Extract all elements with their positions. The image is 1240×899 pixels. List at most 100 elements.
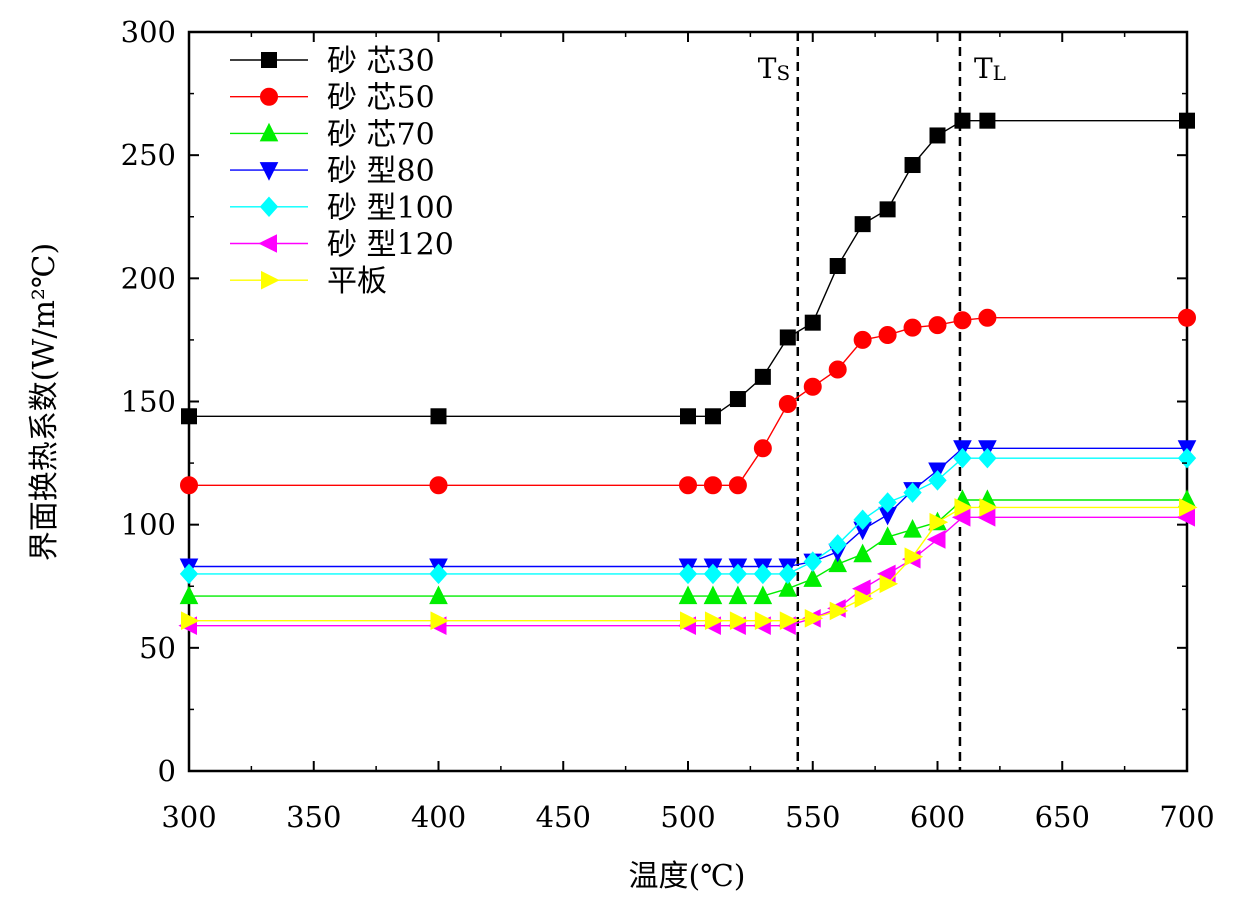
series-line (189, 499, 1187, 597)
data-point (181, 408, 197, 425)
data-point (829, 601, 849, 621)
data-point (429, 476, 448, 495)
legend-marker (261, 270, 280, 290)
x-tick-label: 350 (286, 800, 341, 834)
legend-marker (259, 196, 279, 218)
data-point (854, 216, 871, 233)
legend-marker (258, 234, 277, 253)
data-point (903, 318, 922, 337)
data-point (804, 314, 821, 331)
data-point (728, 476, 747, 495)
data-point (778, 394, 797, 413)
y-axis-title: 界面换热系数(W/m²℃) (27, 243, 62, 561)
data-point (704, 408, 721, 425)
legend-label: 砂 芯70 (327, 117, 435, 152)
legend-item-7: 平板 (230, 264, 387, 299)
data-point (729, 611, 749, 631)
data-point (828, 534, 847, 555)
data-point (180, 476, 198, 495)
data-point (978, 308, 997, 327)
x-tick-label: 700 (1159, 800, 1214, 834)
x-tick-label: 300 (161, 800, 216, 834)
x-tick-label: 500 (660, 800, 715, 834)
y-tick-label: 150 (121, 385, 176, 419)
data-point (729, 391, 746, 408)
series-layer (178, 112, 1198, 635)
x-tick-label: 450 (536, 800, 591, 834)
series-5 (179, 447, 1197, 585)
data-point (903, 518, 922, 538)
data-point (879, 574, 899, 594)
data-point (1177, 447, 1197, 469)
legend-item-3: 砂 芯70 (230, 117, 435, 152)
data-point (928, 470, 947, 491)
data-point (779, 611, 799, 631)
legend-item-1: 砂 芯30 (230, 44, 435, 79)
legend-marker (259, 122, 279, 142)
data-point (804, 608, 824, 628)
data-point (1179, 112, 1195, 129)
data-point (929, 127, 946, 144)
data-point (928, 316, 947, 335)
data-point (926, 530, 946, 549)
data-point (803, 377, 822, 396)
series-line (189, 516, 1187, 627)
data-point (429, 585, 448, 605)
data-point (903, 482, 922, 503)
data-point (829, 258, 846, 275)
data-point (954, 112, 971, 129)
data-point (704, 611, 724, 631)
data-point (904, 157, 921, 174)
data-point (954, 498, 974, 517)
x-tick-label: 600 (910, 800, 965, 834)
data-point (879, 201, 896, 218)
series-line (189, 447, 1187, 568)
data-point (953, 447, 972, 469)
data-point (754, 368, 771, 385)
legend-label: 砂 芯50 (327, 81, 435, 116)
legend-marker (260, 87, 278, 106)
series-4 (179, 440, 1197, 578)
legend-item-5: 砂 型100 (230, 191, 454, 226)
series-1 (181, 112, 1195, 425)
data-point (853, 509, 872, 530)
y-tick-label: 100 (121, 508, 176, 542)
legend-label: 砂 型120 (327, 228, 454, 263)
data-point (779, 329, 796, 346)
y-tick-label: 50 (139, 631, 176, 665)
data-point (853, 330, 872, 349)
data-point (728, 585, 748, 605)
data-point (678, 585, 698, 605)
data-point (680, 611, 699, 631)
data-point (828, 360, 847, 379)
data-point (753, 439, 772, 458)
data-point (429, 563, 448, 585)
reference-line-label-tl: TL (974, 52, 1006, 85)
reference-lines: TS TL (758, 32, 1006, 771)
y-tick-label: 300 (121, 15, 176, 49)
data-point (181, 611, 200, 631)
axes-layer: 300 350 400 450 500 550 600 650 700 0 50 100 150 200 2… (121, 15, 1215, 834)
y-tick-label: 200 (121, 261, 176, 295)
data-point (778, 563, 797, 585)
series-line (189, 506, 1187, 622)
data-point (1178, 308, 1196, 327)
data-point (679, 476, 697, 495)
y-tick-label: 250 (121, 138, 176, 172)
x-tick-label: 400 (411, 800, 466, 834)
data-point (703, 563, 723, 585)
data-point (828, 553, 848, 573)
series-2 (180, 308, 1196, 495)
data-point (878, 492, 897, 513)
data-point (678, 563, 698, 585)
data-point (179, 585, 199, 605)
data-point (753, 585, 773, 605)
data-point (430, 611, 450, 631)
data-point (803, 551, 822, 572)
series-line (189, 457, 1187, 575)
legend-item-6: 砂 型120 (230, 228, 454, 263)
x-axis-title: 温度(℃) (629, 859, 746, 894)
x-tick-label: 650 (1035, 800, 1090, 834)
